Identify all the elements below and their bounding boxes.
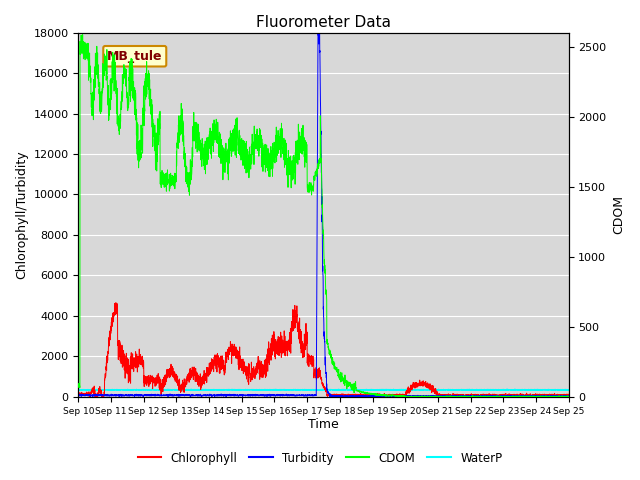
Legend: Chlorophyll, Turbidity, CDOM, WaterP: Chlorophyll, Turbidity, CDOM, WaterP <box>133 447 507 469</box>
Y-axis label: Chlorophyll/Turbidity: Chlorophyll/Turbidity <box>15 150 28 279</box>
X-axis label: Time: Time <box>308 419 339 432</box>
Text: MB_tule: MB_tule <box>107 50 163 63</box>
Title: Fluorometer Data: Fluorometer Data <box>256 15 391 30</box>
Y-axis label: CDOM: CDOM <box>612 195 625 234</box>
